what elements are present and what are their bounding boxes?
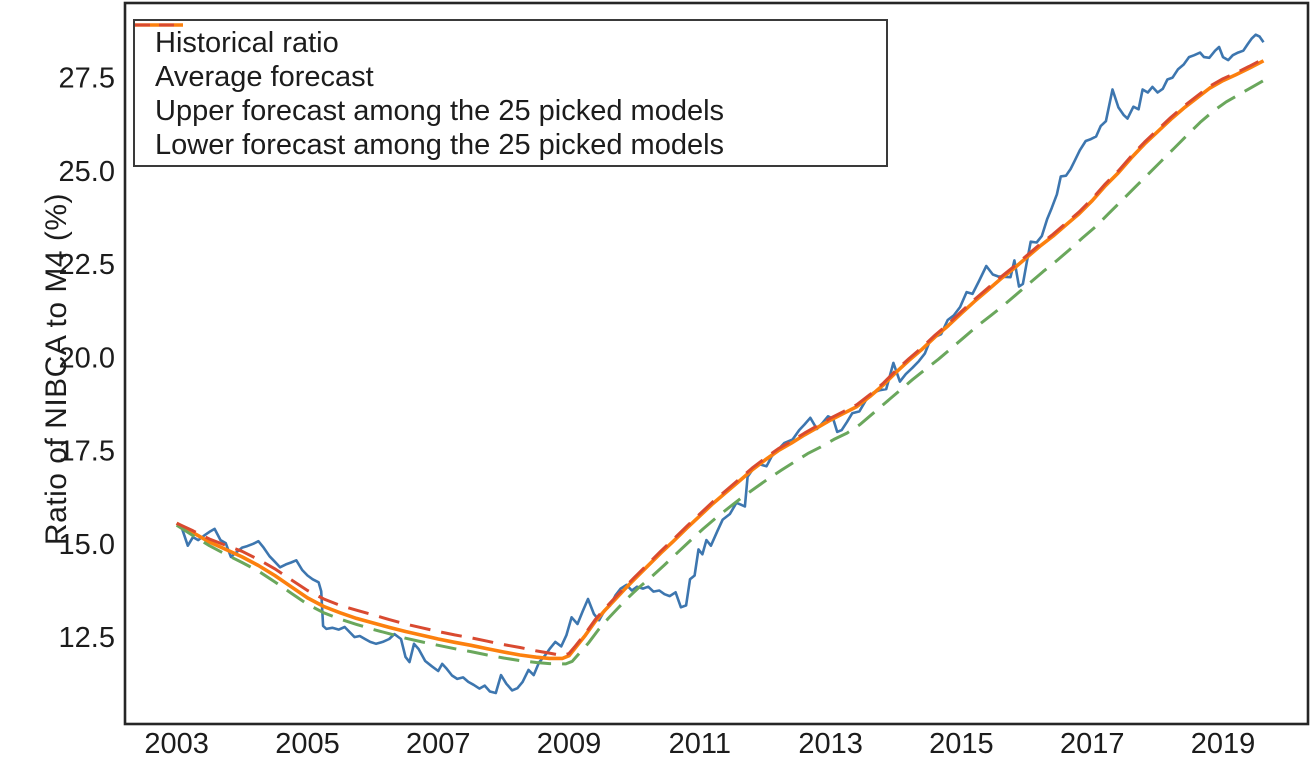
legend-item-2: Upper forecast among the 25 picked model…	[135, 23, 886, 128]
legend-box: Historical ratio Average forecast Upper fo…	[133, 19, 888, 167]
x-tick-label: 2013	[798, 728, 863, 760]
y-tick-label: 17.5	[59, 436, 115, 468]
legend-item-0: Historical ratio	[135, 23, 886, 60]
legend-label: Lower forecast among the 25 picked model…	[155, 128, 725, 161]
x-tick-label: 2017	[1060, 728, 1125, 760]
x-tick-label: 2009	[537, 728, 602, 760]
series-line-3	[176, 57, 1265, 658]
legend-swatch-icon	[135, 23, 183, 27]
x-tick-label: 2015	[929, 728, 994, 760]
legend-label: Upper forecast among the 25 picked model…	[155, 94, 725, 127]
series-line-0	[175, 33, 1265, 695]
y-axis-title: Ratio of NIBCA to M4 (%)	[40, 192, 73, 546]
y-tick-label: 22.5	[59, 249, 115, 281]
legend-label: Average forecast	[155, 60, 374, 93]
legend-label: Historical ratio	[155, 26, 339, 59]
y-tick-label: 15.0	[59, 529, 115, 561]
y-tick-label: 27.5	[59, 63, 115, 95]
axes-spines	[123, 1, 1310, 726]
legend-item-1: Average forecast	[135, 23, 886, 94]
y-tick-label: 20.0	[59, 342, 115, 374]
x-tick-label: 2007	[406, 728, 471, 760]
legend-item-3: Lower forecast among the 25 picked model…	[135, 23, 886, 162]
series-line-2	[175, 79, 1265, 666]
x-tick-label: 2011	[669, 728, 731, 760]
y-tick-label: 12.5	[59, 622, 115, 654]
y-tick-label: 25.0	[59, 156, 115, 188]
x-tick-label: 2019	[1191, 728, 1256, 760]
x-tick-label: 2005	[275, 728, 340, 760]
x-tick-label: 2003	[144, 728, 209, 760]
